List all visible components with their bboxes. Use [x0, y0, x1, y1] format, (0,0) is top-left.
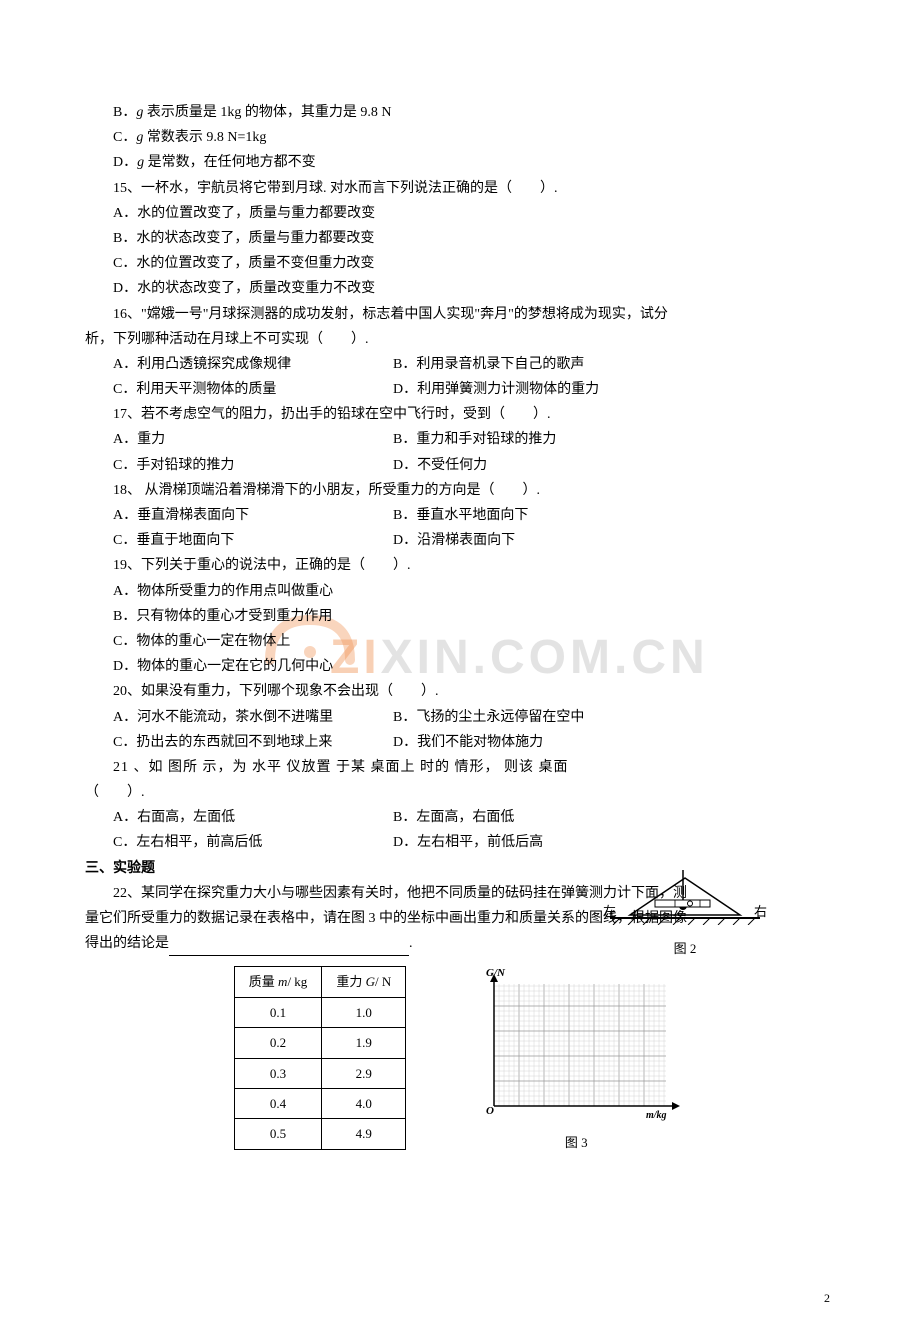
q15-d: D．水的状态改变了，质量改变重力不改变 — [85, 276, 835, 301]
q15-stem: 15、一杯水，宇航员将它带到月球. 对水而言下列说法正确的是（ ）. — [85, 176, 835, 201]
svg-text:O: O — [486, 1105, 494, 1117]
q17-b: B．重力和手对铅球的推力 — [365, 427, 556, 452]
q18-b: B．垂直水平地面向下 — [365, 503, 528, 528]
q20-a: A．河水不能流动，茶水倒不进嘴里 — [85, 705, 365, 730]
table-header-mass: 质量 m/ kg — [234, 967, 322, 997]
page-number: 2 — [824, 1288, 830, 1310]
q16-stem-2: 析，下列哪种活动在月球上不可实现（ ）. — [85, 327, 835, 352]
q14-option-c: C．g 常数表示 9.8 N=1kg — [85, 125, 835, 150]
fig2-left-label: 左 — [603, 900, 616, 923]
table-row: 0.32.9 — [234, 1058, 405, 1088]
q22-blank — [169, 941, 409, 956]
q18-d: D．沿滑梯表面向下 — [365, 528, 515, 553]
q21-d: D．左右相平，前低后高 — [365, 830, 543, 855]
q16-c: C．利用天平测物体的质量 — [85, 377, 365, 402]
q15-a: A．水的位置改变了，质量与重力都要改变 — [85, 201, 835, 226]
q18-stem: 18、 从滑梯顶端沿着滑梯滑下的小朋友，所受重力的方向是（ ）. — [85, 478, 835, 503]
q17-c: C．手对铅球的推力 — [85, 453, 365, 478]
q21-c: C．左右相平，前高后低 — [85, 830, 365, 855]
q19-c: C．物体的重心一定在物体上 — [85, 629, 835, 654]
q20-c: C．扔出去的东西就回不到地球上来 — [85, 730, 365, 755]
table-row: 0.54.9 — [234, 1119, 405, 1149]
q16-stem-1: 16、"嫦娥一号"月球探测器的成功发射，标志着中国人实现"奔月"的梦想将成为现实… — [85, 302, 835, 327]
q16-d: D．利用弹簧测力计测物体的重力 — [365, 377, 599, 402]
q20-d: D．我们不能对物体施力 — [365, 730, 543, 755]
table-header-weight: 重力 G/ N — [322, 967, 406, 997]
table-row: 0.44.0 — [234, 1088, 405, 1118]
q19-a: A．物体所受重力的作用点叫做重心 — [85, 579, 835, 604]
q17-a: A．重力 — [85, 427, 365, 452]
table-row: 0.21.9 — [234, 1028, 405, 1058]
q21-stem-1: 21 、如 图所 示，为 水平 仪放置 于某 桌面上 时的 情形， 则该 桌面 — [85, 755, 835, 780]
q21-a: A．右面高，左面低 — [85, 805, 365, 830]
q20-stem: 20、如果没有重力，下列哪个现象不会出现（ ）. — [85, 679, 835, 704]
q15-c: C．水的位置改变了，质量不变但重力改变 — [85, 251, 835, 276]
q17-stem: 17、若不考虑空气的阻力，扔出手的铅球在空中飞行时，受到（ ）. — [85, 402, 835, 427]
fig3-caption: 图 3 — [466, 1131, 686, 1154]
q14-option-d: D．g 是常数，在任何地方都不变 — [85, 150, 835, 175]
q20-b: B．飞扬的尘土永远停留在空中 — [365, 705, 584, 730]
q15-b: B．水的状态改变了，质量与重力都要改变 — [85, 226, 835, 251]
fig2-caption: 图 2 — [605, 937, 765, 960]
figure-3: G/N O m/kg 图 3 — [466, 966, 686, 1154]
fig3-ylabel: G/N — [486, 967, 506, 979]
table-row: 0.11.0 — [234, 997, 405, 1027]
q18-c: C．垂直于地面向下 — [85, 528, 365, 553]
q14-option-b: B．g 表示质量是 1kg 的物体，其重力是 9.8 N — [85, 100, 835, 125]
q21-b: B．左面高，右面低 — [365, 805, 514, 830]
fig3-xlabel: m/kg — [646, 1110, 667, 1121]
fig2-right-label: 右 — [754, 900, 767, 923]
data-table: 质量 m/ kg 重力 G/ N 0.11.00.21.90.32.90.44.… — [234, 966, 406, 1149]
q21-stem-2: （ ）. — [85, 780, 835, 805]
figure-2: 左 右 图 2 — [605, 870, 765, 960]
q16-b: B．利用录音机录下自己的歌声 — [365, 352, 584, 377]
q19-stem: 19、下列关于重心的说法中，正确的是（ ）. — [85, 553, 835, 578]
q19-b: B．只有物体的重心才受到重力作用 — [85, 604, 835, 629]
q18-a: A．垂直滑梯表面向下 — [85, 503, 365, 528]
q16-a: A．利用凸透镜探究成像规律 — [85, 352, 365, 377]
q17-d: D．不受任何力 — [365, 453, 487, 478]
q19-d: D．物体的重心一定在它的几何中心 — [85, 654, 835, 679]
